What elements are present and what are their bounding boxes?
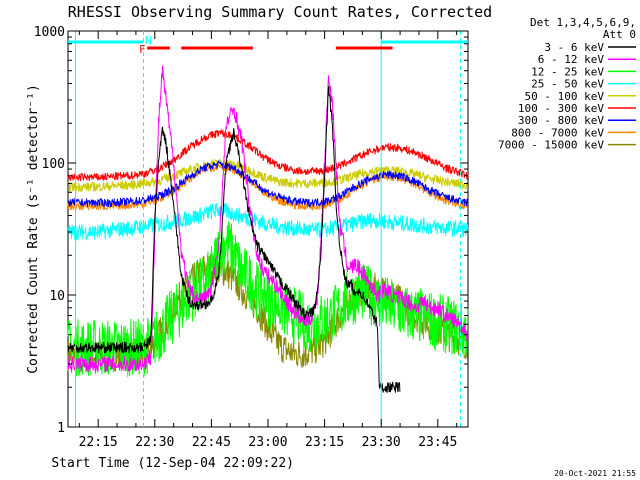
- night-flag-label: N: [145, 34, 152, 47]
- series-line-5: [67, 129, 469, 182]
- legend-label-8: 7000 - 15000 keV: [498, 139, 604, 152]
- legend-label-4: 50 - 100 keV: [525, 90, 605, 103]
- legend-header-2: Att 0: [603, 28, 636, 41]
- flare-flag-label: F: [139, 43, 146, 56]
- series-layer: [67, 65, 469, 393]
- legend-label-3: 25 - 50 keV: [531, 78, 604, 91]
- x-axis-label: Start Time (12-Sep-04 22:09:22): [51, 456, 294, 471]
- chart-title: RHESSI Observing Summary Count Rates, Co…: [68, 3, 492, 21]
- x-tick-label-4: 23:15: [305, 435, 344, 450]
- legend-label-5: 100 - 300 keV: [518, 102, 604, 115]
- series-line-6: [67, 160, 468, 208]
- footer-timestamp: 20-Oct-2021 21:55: [554, 469, 636, 478]
- y-axis-label: Corrected Count Rate (s⁻¹ detector⁻¹): [26, 84, 41, 374]
- legend-label-6: 300 - 800 keV: [518, 114, 604, 127]
- x-tick-label-1: 22:30: [135, 435, 174, 450]
- series-line-3: [67, 202, 469, 241]
- x-tick-label-5: 23:30: [362, 435, 401, 450]
- y-tick-label-3: 1000: [34, 25, 65, 40]
- legend-label-1: 6 - 12 keV: [538, 53, 605, 66]
- annotation-layer: FN: [68, 31, 468, 427]
- y-tick-label-2: 100: [42, 157, 65, 172]
- x-tick-label-0: 22:15: [79, 435, 118, 450]
- legend-header-1: Det 1,3,4,5,6,9,: [530, 16, 636, 29]
- y-tick-label-0: 1: [57, 421, 65, 436]
- y-tick-label-1: 10: [49, 289, 65, 304]
- x-tick-label-2: 22:45: [192, 435, 231, 450]
- series-line-1: [67, 65, 469, 373]
- axes-layer: 22:15 22:30 22:45 23:00 23:15 23:30 23:45 1 10 10…: [34, 25, 468, 450]
- legend-label-0: 3 - 6 keV: [544, 41, 604, 54]
- series-line-0: [67, 86, 401, 393]
- legend-label-2: 12 - 25 keV: [531, 65, 604, 78]
- x-tick-label-6: 23:45: [418, 435, 457, 450]
- series-line-2: [67, 221, 469, 378]
- x-tick-label-3: 23:00: [248, 435, 287, 450]
- legend-label-7: 800 - 7000 keV: [511, 126, 604, 139]
- plot-area: FN 22:15 22:30 22:45 23:00 23:15 23:30 23:45 1 1…: [34, 25, 469, 450]
